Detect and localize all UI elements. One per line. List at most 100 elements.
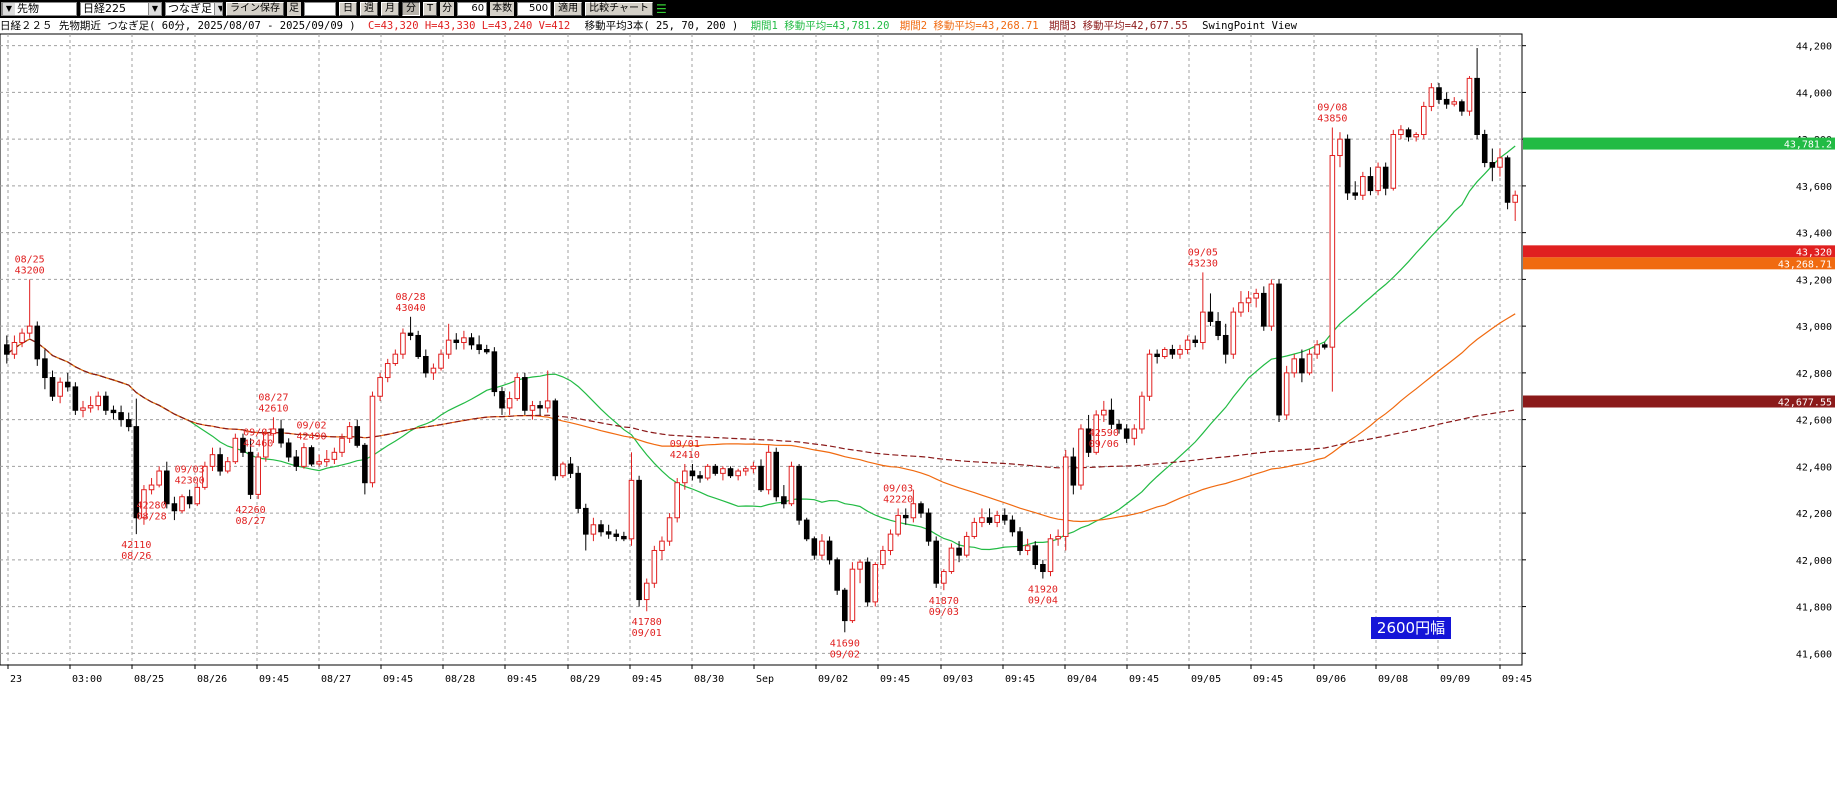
candle <box>1314 340 1320 359</box>
candle <box>1443 92 1450 109</box>
candle <box>1261 286 1267 331</box>
y-tick-label: 43,400 <box>1796 229 1832 240</box>
candle <box>742 466 749 476</box>
candle-body <box>963 535 970 556</box>
candle-body <box>704 465 711 479</box>
swing-date: 09/01 <box>243 427 273 438</box>
x-tick-label: 09:45 <box>259 674 289 685</box>
candle-body <box>796 465 802 521</box>
candle <box>1238 291 1244 317</box>
candle-body <box>582 507 589 535</box>
period-week-button[interactable]: 週 <box>360 2 378 16</box>
period-month-button[interactable]: 月 <box>381 2 399 16</box>
candle-body <box>697 475 703 479</box>
x-tick-label: 09:45 <box>1005 674 1035 685</box>
candle-body <box>278 428 284 444</box>
candle-body <box>141 489 147 519</box>
candle <box>575 466 581 514</box>
candle <box>430 363 437 380</box>
candle <box>64 372 71 392</box>
x-tick-label: 08/27 <box>321 674 351 685</box>
candle-body <box>1413 133 1419 138</box>
candle <box>1291 354 1298 378</box>
ashi-field[interactable] <box>304 2 336 16</box>
y-tick-label: 42,200 <box>1796 509 1832 520</box>
candle-body <box>788 465 795 505</box>
candle-body <box>232 437 239 463</box>
save-line-button[interactable]: ライン保存 <box>226 2 284 16</box>
x-tick-label: 09:45 <box>383 674 413 685</box>
candle <box>857 559 863 584</box>
compare-chart-button[interactable]: 比較チャート <box>585 2 654 16</box>
candle <box>1169 344 1176 359</box>
period-minute-button[interactable]: 分 <box>402 2 420 16</box>
swing-price: 42610 <box>258 403 288 414</box>
swing-date: 09/03 <box>883 483 913 494</box>
y-tick-label: 44,200 <box>1796 42 1832 53</box>
count-field[interactable]: 500 <box>517 2 552 16</box>
candle-body <box>34 325 41 360</box>
swing-price: 43230 <box>1188 258 1218 269</box>
candle-body <box>560 463 566 477</box>
candle-body <box>1337 138 1343 157</box>
price-tag <box>1523 395 1835 408</box>
candle-body <box>453 339 460 343</box>
candle <box>156 466 162 488</box>
candle <box>1017 527 1023 556</box>
candle-body <box>1222 334 1229 355</box>
period-day-button[interactable]: 日 <box>339 2 357 16</box>
candle <box>1306 349 1313 376</box>
x-tick-label: 09/02 <box>818 674 848 685</box>
candle-body <box>26 325 33 334</box>
candle <box>1024 538 1031 556</box>
candle-body <box>948 547 955 573</box>
swing-price: 41780 <box>632 617 662 628</box>
candle <box>453 333 460 350</box>
candle <box>445 323 452 359</box>
price-tag-label: 43,268.71 <box>1778 259 1832 270</box>
candle <box>1367 167 1374 196</box>
candle <box>750 461 757 474</box>
contract-select[interactable]: つなぎ足▼ <box>165 2 223 16</box>
x-tick-label: 09/06 <box>1316 674 1346 685</box>
candle-body <box>1428 87 1435 107</box>
swing-date: 09/06 <box>1089 439 1119 450</box>
period-tick-button[interactable]: T <box>423 2 438 16</box>
candle-body <box>1040 564 1046 573</box>
candle <box>522 372 528 415</box>
candle-body <box>765 451 772 491</box>
apply-button[interactable]: 適用 <box>554 2 583 16</box>
candle-body <box>87 405 94 409</box>
candle <box>224 457 231 474</box>
price-tag <box>1523 137 1835 150</box>
candle <box>1344 134 1351 200</box>
chart-settings-icon[interactable]: ☰ <box>656 2 667 16</box>
candle <box>643 578 650 612</box>
candle-body <box>331 451 338 460</box>
candle-body <box>750 465 757 470</box>
candle <box>1474 48 1480 140</box>
candle-body <box>354 426 361 446</box>
product-select[interactable]: 日経225 ▼ <box>80 2 162 16</box>
x-tick-label: 09/04 <box>1067 674 1097 685</box>
candle-body <box>148 484 155 491</box>
y-tick-label: 42,600 <box>1796 416 1832 427</box>
candle-body <box>339 437 345 453</box>
minute-field[interactable]: 60 <box>457 2 488 16</box>
candle <box>263 428 269 462</box>
candle-body <box>1184 339 1191 351</box>
candle <box>270 417 277 443</box>
candle <box>423 349 429 378</box>
candle-body <box>1512 194 1518 203</box>
market-select[interactable]: ▼ 先物 <box>1 2 77 16</box>
candle-body <box>1436 87 1442 100</box>
candle <box>278 419 284 448</box>
swing-date: 09/08 <box>1317 102 1347 113</box>
